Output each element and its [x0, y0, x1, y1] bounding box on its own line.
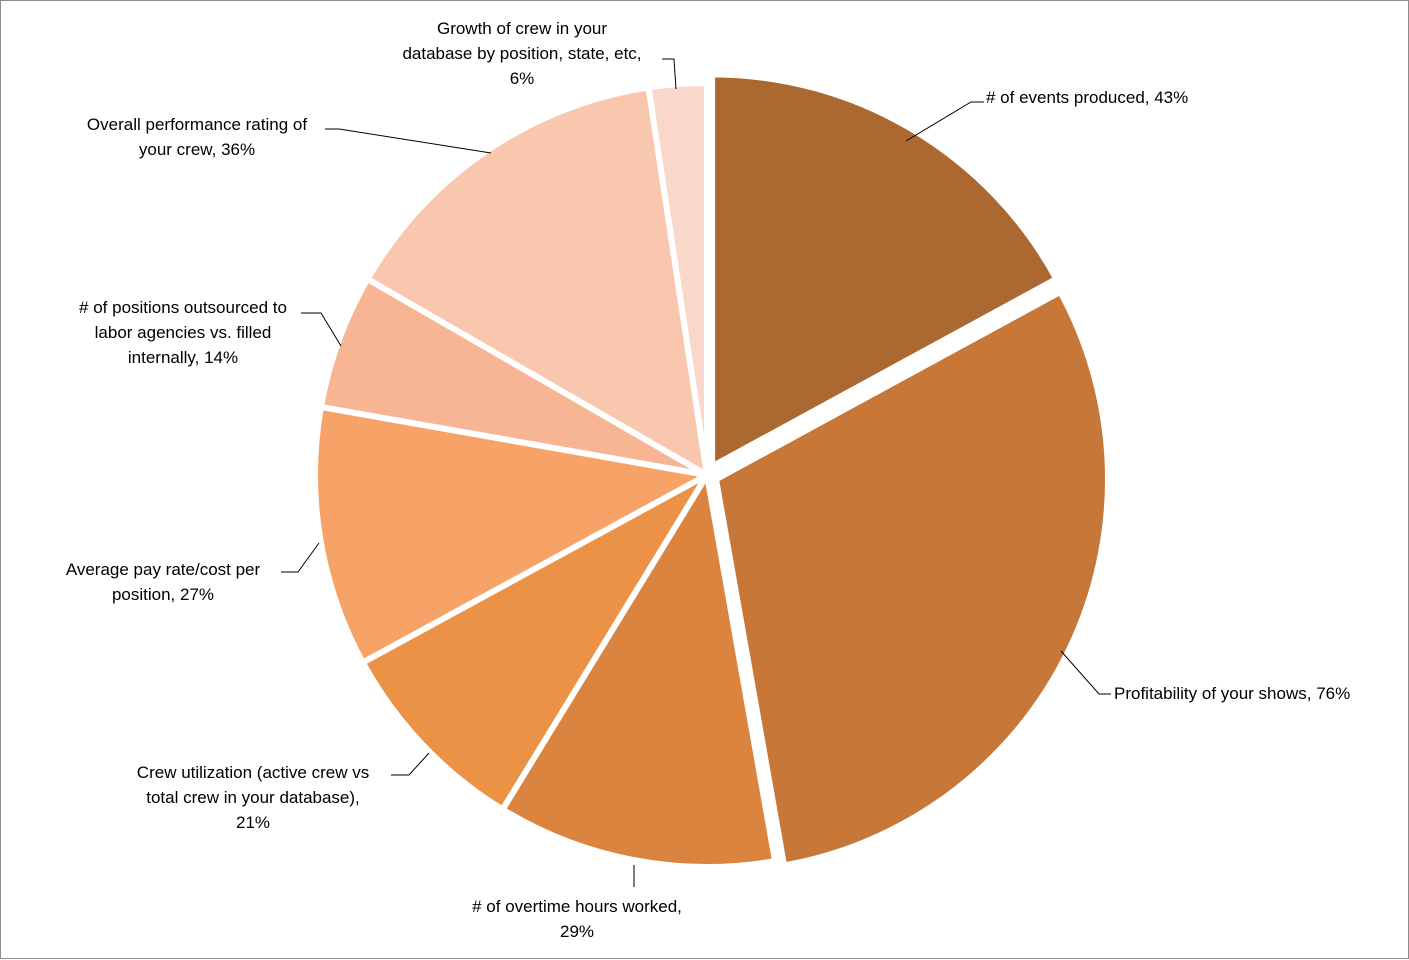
pie-slice-events-produced — [709, 71, 1060, 470]
leader-line-crew-utilization — [391, 752, 430, 776]
pie-slice-crew-utilization — [359, 472, 710, 813]
data-label-positions-outsourced: # of positions outsourced to labor agenc… — [79, 298, 287, 367]
data-label-overtime-hours: # of overtime hours worked, 29% — [472, 897, 682, 941]
pie-slice-performance-rating — [364, 84, 710, 478]
leader-line-events-produced — [905, 101, 984, 142]
pie-slice-crew-growth — [645, 80, 710, 478]
data-label-average-pay-rate: Average pay rate/cost per position, 27% — [65, 560, 261, 604]
data-label-crew-utilization: Crew utilization (active crew vs total c… — [136, 763, 370, 832]
data-label-profitability: Profitability of your shows, 76% — [1114, 684, 1351, 703]
leader-line-positions-outsourced — [301, 312, 342, 347]
leader-line-crew-growth — [662, 58, 677, 90]
data-label-crew-growth: Growth of crew in your database by posit… — [402, 19, 642, 88]
pie-slice-profitability — [713, 288, 1112, 869]
leader-line-profitability — [1060, 650, 1111, 695]
data-label-events-produced: # of events produced, 43% — [986, 88, 1189, 107]
leader-line-average-pay-rate — [281, 542, 320, 573]
leader-line-performance-rating — [325, 128, 492, 154]
data-label-performance-rating: Overall performance rating of your crew,… — [86, 115, 308, 159]
pie-slice-overtime-hours — [499, 472, 779, 870]
pie-slice-average-pay-rate — [312, 403, 710, 666]
